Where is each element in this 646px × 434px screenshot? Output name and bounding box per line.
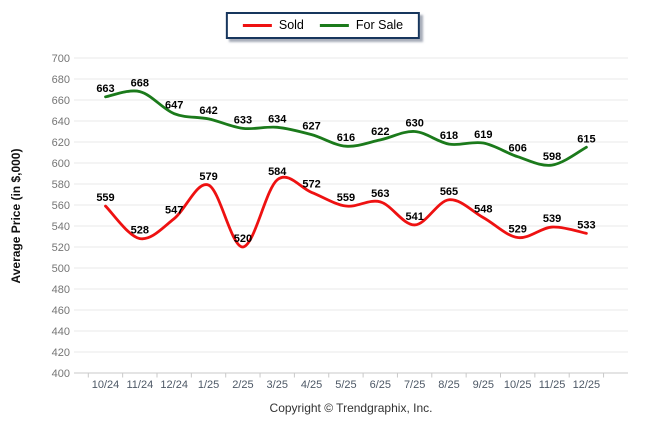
data-label: 539: [543, 213, 561, 225]
y-tick-label: 700: [52, 53, 70, 65]
y-tick-label: 540: [52, 221, 70, 233]
data-label: 579: [199, 171, 217, 183]
x-tick-label: 9/25: [473, 379, 494, 391]
x-tick-label: 6/25: [370, 379, 391, 391]
legend-item-sold: Sold: [242, 18, 304, 32]
data-label: 547: [165, 205, 183, 217]
data-label: 559: [96, 192, 114, 204]
legend-label-for-sale: For Sale: [355, 18, 404, 32]
data-label: 584: [268, 166, 287, 178]
y-tick-label: 440: [52, 326, 70, 338]
data-label: 520: [234, 233, 252, 245]
data-label: 528: [131, 225, 149, 237]
data-label: 572: [302, 178, 320, 190]
y-tick-label: 460: [52, 305, 70, 317]
data-label: 630: [405, 118, 423, 130]
legend-item-for-sale: For Sale: [319, 18, 404, 32]
data-label: 559: [337, 192, 355, 204]
series-line-sold: [104, 175, 588, 249]
legend: Sold For Sale: [225, 12, 421, 39]
legend-label-sold: Sold: [278, 18, 304, 32]
y-tick-label: 580: [52, 179, 70, 191]
data-label: 634: [268, 113, 287, 125]
data-label: 627: [302, 121, 320, 133]
data-label: 663: [96, 83, 114, 95]
x-tick-label: 12/25: [573, 379, 601, 391]
data-label: 529: [509, 224, 527, 236]
x-tick-label: 12/24: [160, 379, 188, 391]
data-label: 606: [509, 143, 527, 155]
y-tick-label: 420: [52, 347, 70, 359]
data-label: 619: [474, 129, 492, 141]
y-tick-label: 680: [52, 74, 70, 86]
for-sale-line-swatch: [319, 23, 349, 27]
y-tick-label: 620: [52, 137, 70, 149]
x-tick-label: 7/25: [404, 379, 425, 391]
data-label: 565: [440, 186, 458, 198]
x-tick-label: 3/25: [267, 379, 288, 391]
data-label: 642: [199, 105, 217, 117]
y-tick-label: 520: [52, 242, 70, 254]
x-tick-label: 10/25: [504, 379, 532, 391]
x-tick-label: 4/25: [301, 379, 322, 391]
y-tick-label: 640: [52, 116, 70, 128]
data-label: 616: [337, 132, 355, 144]
data-label: 598: [543, 151, 561, 163]
data-label: 647: [165, 100, 183, 112]
x-tick-label: 5/25: [335, 379, 356, 391]
x-tick-label: 11/24: [126, 379, 153, 391]
y-tick-label: 600: [52, 158, 70, 170]
y-tick-label: 500: [52, 263, 70, 275]
x-tick-label: 2/25: [232, 379, 253, 391]
x-tick-label: 8/25: [438, 379, 459, 391]
sold-line-swatch: [242, 23, 272, 27]
x-tick-label: 11/25: [539, 379, 566, 391]
data-label: 668: [131, 78, 149, 90]
y-tick-label: 480: [52, 284, 70, 296]
y-tick-label: 560: [52, 200, 70, 212]
copyright-text: Copyright © Trendgraphix, Inc.: [269, 401, 433, 415]
data-label: 541: [405, 211, 423, 223]
data-label: 633: [234, 114, 252, 126]
data-label: 615: [577, 133, 595, 145]
data-label: 618: [440, 130, 458, 142]
x-tick-label: 10/24: [92, 379, 120, 391]
data-label: 533: [577, 219, 595, 231]
data-label: 548: [474, 204, 492, 216]
data-label: 563: [371, 188, 389, 200]
y-tick-label: 660: [52, 95, 70, 107]
series-line-for-sale: [104, 89, 588, 167]
data-label: 622: [371, 126, 389, 138]
x-tick-label: 1/25: [198, 379, 219, 391]
y-tick-label: 400: [52, 368, 70, 380]
